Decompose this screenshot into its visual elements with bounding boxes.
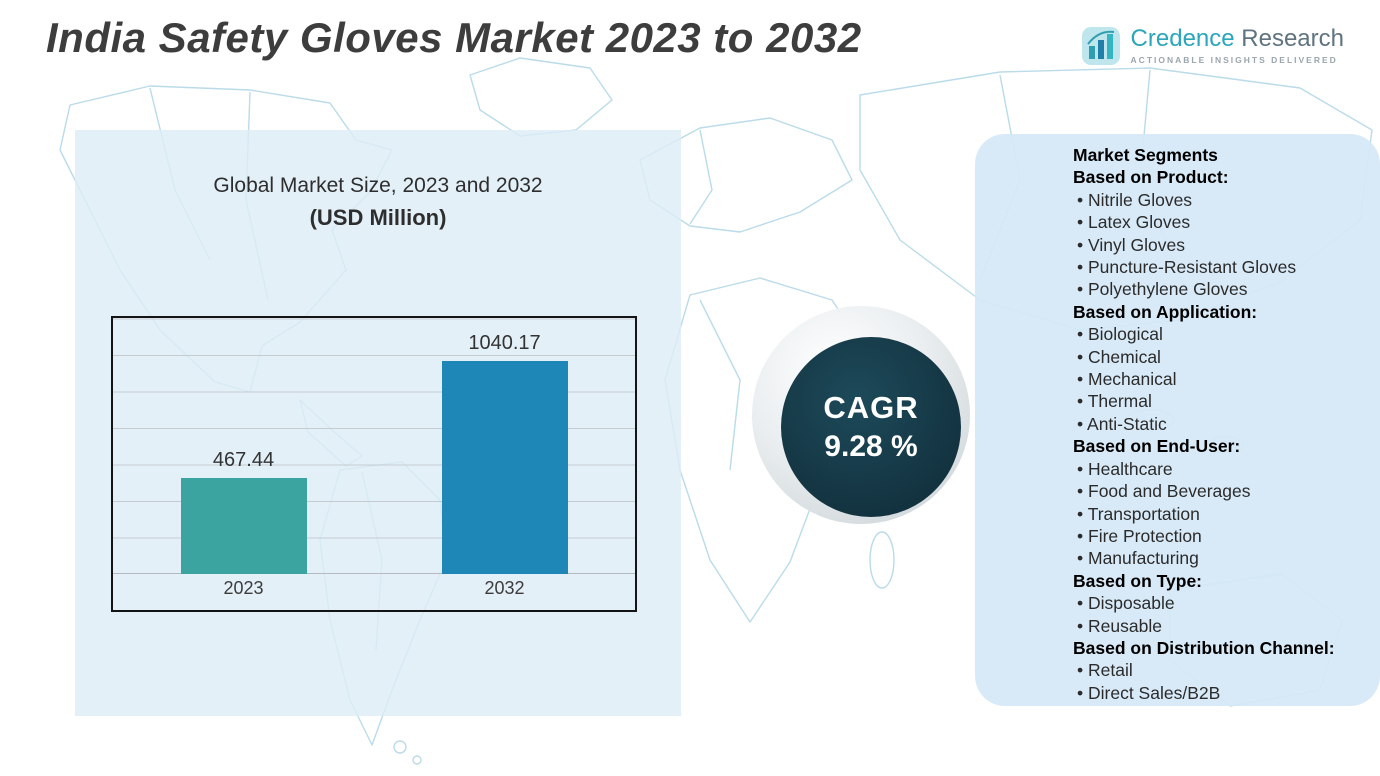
cagr-label: CAGR xyxy=(823,390,919,425)
bar-group: 467.44 xyxy=(180,318,307,574)
bar-value-label: 1040.17 xyxy=(468,332,541,354)
segment-item: Healthcare xyxy=(1073,458,1366,480)
segment-item: Disposable xyxy=(1073,592,1366,614)
x-axis-labels: 2023 2032 xyxy=(113,578,635,599)
segment-item: Fire Protection xyxy=(1073,525,1366,547)
segment-item: Retail xyxy=(1073,659,1366,681)
segment-section-heading: Based on Product: xyxy=(1073,167,1229,188)
market-segments-panel: Market Segments Based on Product:Nitrile… xyxy=(975,134,1380,706)
segment-item: Nitrile Gloves xyxy=(1073,189,1366,211)
segments-heading: Market Segments xyxy=(1073,145,1218,165)
segment-item: Anti-Static xyxy=(1073,413,1366,435)
cagr-value: 9.28 % xyxy=(824,430,918,463)
segment-section-heading: Based on Distribution Channel: xyxy=(1073,637,1335,658)
logo-texts: Credence Research Actionable Insights De… xyxy=(1130,26,1344,66)
chart-title-line1: Global Market Size, 2023 and 2032 xyxy=(213,174,543,197)
x-axis-label: 2032 xyxy=(484,578,525,598)
bar-chart: 467.44 1040.17 2023 2032 xyxy=(111,316,637,612)
segment-section-heading: Based on Application: xyxy=(1073,301,1258,322)
market-size-panel: Global Market Size, 2023 and 2032 (USD M… xyxy=(75,130,681,716)
segment-item: Manufacturing xyxy=(1073,547,1366,569)
page-title: India Safety Gloves Market 2023 to 2032 xyxy=(46,14,862,61)
bar-plot: 467.44 1040.17 xyxy=(113,318,635,574)
plot-area: 467.44 1040.17 xyxy=(113,318,635,574)
bar-group: 1040.17 xyxy=(441,318,568,574)
segment-section-heading: Based on Type: xyxy=(1073,570,1203,591)
logo-tagline: Actionable Insights Delivered xyxy=(1130,55,1338,65)
segment-item: Puncture-Resistant Gloves xyxy=(1073,256,1366,278)
segment-section-heading: Based on End-User: xyxy=(1073,436,1241,457)
logo-bar-chart-icon xyxy=(1081,27,1120,65)
cagr-badge: CAGR 9.28 % xyxy=(781,337,961,517)
chart-title: Global Market Size, 2023 and 2032 (USD M… xyxy=(75,174,681,231)
segments-list: Market Segments Based on Product:Nitrile… xyxy=(1073,144,1366,704)
bar xyxy=(441,361,568,574)
segment-item: Mechanical xyxy=(1073,368,1366,390)
segment-item: Food and Beverages xyxy=(1073,480,1366,502)
segments-sections: Based on Product:Nitrile GlovesLatex Glo… xyxy=(1073,166,1366,704)
segment-item: Biological xyxy=(1073,323,1366,345)
segment-item: Reusable xyxy=(1073,615,1366,637)
bar xyxy=(180,478,307,574)
segment-item: Polyethylene Gloves xyxy=(1073,278,1366,300)
segment-item: Vinyl Gloves xyxy=(1073,234,1366,256)
segment-item: Direct Sales/B2B xyxy=(1073,682,1366,704)
logo-name: Credence Research xyxy=(1131,26,1344,52)
segment-item: Chemical xyxy=(1073,346,1366,368)
x-axis-label: 2023 xyxy=(223,578,264,598)
logo-name-secondary: Research xyxy=(1241,25,1344,52)
segment-item: Latex Gloves xyxy=(1073,211,1366,233)
segment-item: Transportation xyxy=(1073,503,1366,525)
segment-item: Thermal xyxy=(1073,390,1366,412)
credence-research-logo: Credence Research Actionable Insights De… xyxy=(1081,26,1344,66)
bar-value-label: 467.44 xyxy=(212,449,275,471)
chart-title-line2: (USD Million) xyxy=(309,205,447,230)
x-axis-baseline xyxy=(113,573,635,574)
logo-name-primary: Credence xyxy=(1130,25,1235,52)
